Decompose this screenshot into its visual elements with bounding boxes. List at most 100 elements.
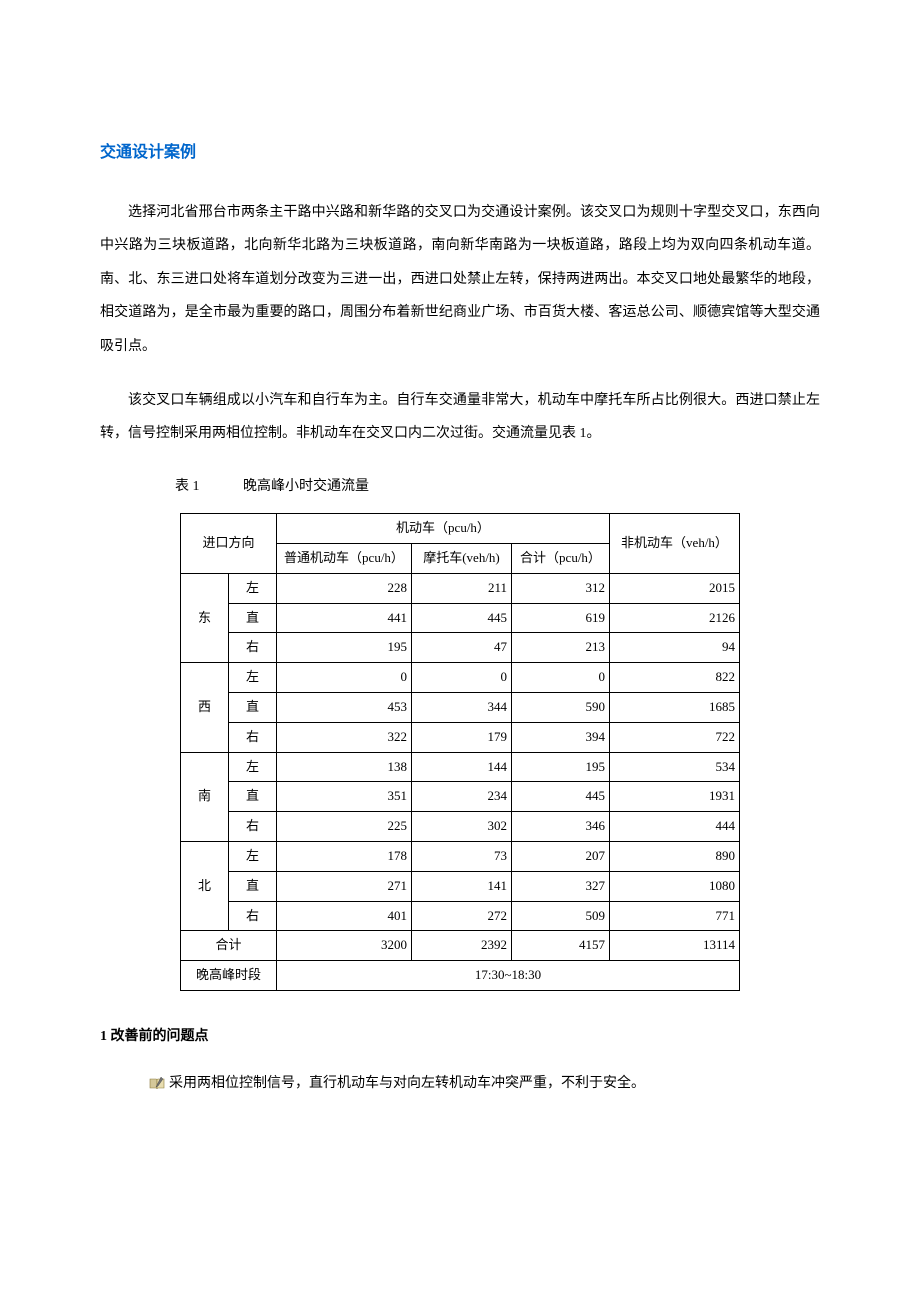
header-col1: 普通机动车（pcu/h） — [277, 543, 412, 573]
cell: 453 — [277, 692, 412, 722]
table-caption: 表 1 晚高峰小时交通流量 — [175, 476, 820, 498]
table-row: 右 322 179 394 722 — [181, 722, 740, 752]
cell: 445 — [412, 603, 512, 633]
table-header-row-1: 进口方向 机动车（pcu/h） 非机动车（veh/h） — [181, 514, 740, 544]
cell: 771 — [610, 901, 740, 931]
bullet-text: 采用两相位控制信号，直行机动车与对向左转机动车冲突严重，不利于安全。 — [169, 1073, 645, 1095]
turn-label: 直 — [229, 603, 277, 633]
table-row: 右 195 47 213 94 — [181, 633, 740, 663]
turn-label: 左 — [229, 573, 277, 603]
table-caption-text: 晚高峰小时交通流量 — [243, 479, 369, 494]
cell: 228 — [277, 573, 412, 603]
cell: 394 — [512, 722, 610, 752]
cell: 272 — [412, 901, 512, 931]
table-row: 直 351 234 445 1931 — [181, 782, 740, 812]
cell: 401 — [277, 901, 412, 931]
cell: 271 — [277, 871, 412, 901]
cell: 346 — [512, 812, 610, 842]
intro-paragraph-1: 选择河北省邢台市两条主干路中兴路和新华路的交叉口为交通设计案例。该交叉口为规则十… — [100, 196, 820, 364]
table-peak-row: 晚高峰时段 17:30~18:30 — [181, 961, 740, 991]
group-label: 南 — [181, 752, 229, 841]
cell: 2392 — [412, 931, 512, 961]
cell: 312 — [512, 573, 610, 603]
header-motor: 机动车（pcu/h） — [277, 514, 610, 544]
cell: 211 — [412, 573, 512, 603]
cell: 2126 — [610, 603, 740, 633]
cell: 195 — [277, 633, 412, 663]
cell: 0 — [412, 663, 512, 693]
header-direction: 进口方向 — [181, 514, 277, 574]
traffic-table: 进口方向 机动车（pcu/h） 非机动车（veh/h） 普通机动车（pcu/h）… — [180, 513, 740, 991]
header-col2: 摩托车(veh/h) — [412, 543, 512, 573]
turn-label: 左 — [229, 663, 277, 693]
section-1-heading: 1 改善前的问题点 — [100, 1026, 820, 1048]
table-row: 右 225 302 346 444 — [181, 812, 740, 842]
cell: 195 — [512, 752, 610, 782]
turn-label: 直 — [229, 692, 277, 722]
total-label: 合计 — [181, 931, 277, 961]
cell: 138 — [277, 752, 412, 782]
cell: 619 — [512, 603, 610, 633]
cell: 441 — [277, 603, 412, 633]
cell: 213 — [512, 633, 610, 663]
table-row: 直 453 344 590 1685 — [181, 692, 740, 722]
cell: 144 — [412, 752, 512, 782]
group-label: 东 — [181, 573, 229, 662]
peak-label: 晚高峰时段 — [181, 961, 277, 991]
cell: 344 — [412, 692, 512, 722]
cell: 1685 — [610, 692, 740, 722]
cell: 890 — [610, 841, 740, 871]
turn-label: 直 — [229, 871, 277, 901]
cell: 94 — [610, 633, 740, 663]
cell: 2015 — [610, 573, 740, 603]
cell: 234 — [412, 782, 512, 812]
turn-label: 左 — [229, 841, 277, 871]
cell: 4157 — [512, 931, 610, 961]
cell: 722 — [610, 722, 740, 752]
cell: 225 — [277, 812, 412, 842]
cell: 1931 — [610, 782, 740, 812]
table-row: 北 左 178 73 207 890 — [181, 841, 740, 871]
group-label: 西 — [181, 663, 229, 752]
table-total-row: 合计 3200 2392 4157 13114 — [181, 931, 740, 961]
cell: 322 — [277, 722, 412, 752]
page-title: 交通设计案例 — [100, 140, 820, 166]
table-row: 东 左 228 211 312 2015 — [181, 573, 740, 603]
bullet-item-1: 采用两相位控制信号，直行机动车与对向左转机动车冲突严重，不利于安全。 — [149, 1073, 820, 1095]
table-row: 直 271 141 327 1080 — [181, 871, 740, 901]
cell: 534 — [610, 752, 740, 782]
cell: 73 — [412, 841, 512, 871]
cell: 302 — [412, 812, 512, 842]
cell: 1080 — [610, 871, 740, 901]
turn-label: 右 — [229, 722, 277, 752]
table-row: 南 左 138 144 195 534 — [181, 752, 740, 782]
turn-label: 直 — [229, 782, 277, 812]
table-row: 直 441 445 619 2126 — [181, 603, 740, 633]
peak-value: 17:30~18:30 — [277, 961, 740, 991]
turn-label: 左 — [229, 752, 277, 782]
group-label: 北 — [181, 841, 229, 930]
header-col3: 合计（pcu/h） — [512, 543, 610, 573]
table-caption-label: 表 1 — [175, 479, 200, 494]
header-nonmotor: 非机动车（veh/h） — [610, 514, 740, 574]
cell: 351 — [277, 782, 412, 812]
cell: 47 — [412, 633, 512, 663]
intro-paragraph-2: 该交叉口车辆组成以小汽车和自行车为主。自行车交通量非常大，机动车中摩托车所占比例… — [100, 384, 820, 451]
table-row: 西 左 0 0 0 822 — [181, 663, 740, 693]
turn-label: 右 — [229, 812, 277, 842]
notebook-icon — [149, 1077, 165, 1091]
cell: 327 — [512, 871, 610, 901]
cell: 509 — [512, 901, 610, 931]
cell: 445 — [512, 782, 610, 812]
turn-label: 右 — [229, 633, 277, 663]
cell: 179 — [412, 722, 512, 752]
cell: 590 — [512, 692, 610, 722]
cell: 207 — [512, 841, 610, 871]
cell: 141 — [412, 871, 512, 901]
cell: 0 — [277, 663, 412, 693]
cell: 444 — [610, 812, 740, 842]
cell: 0 — [512, 663, 610, 693]
cell: 3200 — [277, 931, 412, 961]
turn-label: 右 — [229, 901, 277, 931]
cell: 178 — [277, 841, 412, 871]
